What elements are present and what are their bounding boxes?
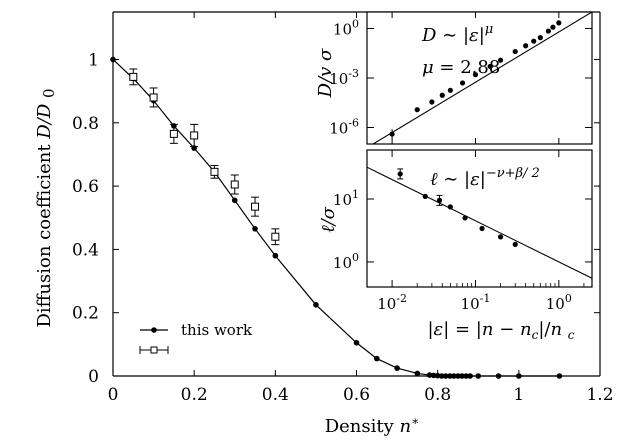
series-bruin-point <box>149 93 158 102</box>
series-bruin-point <box>190 131 199 140</box>
inset-top-annotation-law: D ∼ |ε|μ <box>421 22 493 46</box>
main-y-tick-label: 0.2 <box>72 304 99 324</box>
series-bruin-point <box>169 129 178 138</box>
legend: this work <box>139 321 253 354</box>
inset-top-plot-area <box>372 12 592 144</box>
inset-bottom-x-tick-label: 10-2 <box>377 292 407 313</box>
inset-bottom-frame <box>366 149 593 288</box>
inset-top-point <box>487 63 493 70</box>
main-x-tick-label: 1.2 <box>586 385 613 405</box>
inset-top-y-tick-label: 10-6 <box>329 117 359 138</box>
inset-top-point <box>414 107 420 113</box>
series-bruin-point <box>129 72 138 81</box>
inset-top-point <box>550 24 556 30</box>
main-y-tick-label: 0.4 <box>72 240 99 260</box>
inset-bottom-x-tick-label: 10-1 <box>461 292 491 313</box>
inset-top-point <box>531 38 537 44</box>
inset-bottom-y-axis-label: ℓ/σ <box>318 206 339 233</box>
main-x-tick-label: 0.6 <box>343 385 370 405</box>
series-bruin-point <box>271 232 280 241</box>
inset-top-point <box>523 43 529 49</box>
inset-top-point <box>537 35 543 41</box>
main-y-tick-label: 0.8 <box>72 114 99 134</box>
inset-top-point <box>556 20 562 26</box>
main-y-axis-label: Diffusion coefficient D/D 0 <box>34 88 58 327</box>
main-y-tick-label: 1 <box>88 50 99 70</box>
series-this-work-point <box>272 252 279 259</box>
inset-top-annotation-mu: μ = 2.88 <box>422 57 500 78</box>
inset-bottom-point <box>397 171 403 177</box>
inset-bottom-point <box>462 215 468 221</box>
series-this-work-point <box>414 370 421 377</box>
inset-top-point <box>447 87 453 93</box>
inset-bottom-x-axis-label: |ε| = |n − nc|/n c <box>427 319 574 342</box>
main-y-tick-label: 0 <box>88 367 99 387</box>
inset-top-y-tick-label: 10-3 <box>329 67 359 88</box>
legend-marker-bruin <box>150 346 158 354</box>
inset-top-point <box>497 57 504 63</box>
inset-top-panel: 100 10-3 10-6 <box>329 11 593 145</box>
main-y-tick-label: 0.6 <box>72 177 99 197</box>
series-bruin-point <box>210 167 219 176</box>
inset-bottom-y-tick-label: 101 <box>333 188 359 209</box>
inset-bottom-fit-line <box>367 166 592 279</box>
main-x-tick-label: 0 <box>108 385 119 405</box>
main-x-tick-label: 1 <box>513 385 524 405</box>
inset-bottom-point <box>422 193 428 199</box>
inset-bottom-point <box>436 197 443 203</box>
inset-bottom-point <box>479 225 485 232</box>
inset-top-point <box>512 48 518 55</box>
series-this-work-point <box>313 301 319 308</box>
series-this-work-point <box>231 197 238 204</box>
inset-top-point <box>459 80 466 86</box>
series-this-work-point <box>353 339 360 346</box>
inset-top-fit-line <box>372 12 592 144</box>
inset-bottom-panel: 101 100 10-2 10-1 100 <box>333 149 593 313</box>
legend-label-this-work: this work <box>181 321 253 339</box>
inset-bottom-point <box>447 204 453 210</box>
series-this-work-point <box>430 372 437 379</box>
main-x-tick-label: 0.2 <box>181 385 208 405</box>
main-x-axis-label: Density n∗ <box>325 414 420 437</box>
inset-bottom-y-tick-label: 100 <box>333 251 359 272</box>
series-this-work-point <box>394 365 400 371</box>
series-this-work-point <box>252 226 258 232</box>
inset-top-point <box>429 99 435 105</box>
inset-top-point <box>472 72 479 78</box>
inset-bottom-point <box>497 234 504 240</box>
series-this-work-point <box>373 355 380 362</box>
main-x-tick-label: 0.8 <box>424 385 451 405</box>
inset-bottom-plot-area <box>367 166 592 279</box>
main-panel: 0 0.2 0.4 0.6 0.8 1 1.2 0 0.2 0.4 0.6 0.8 1 <box>72 11 614 405</box>
main-x-tick-label: 0.4 <box>262 385 289 405</box>
inset-bottom-x-tick-label: 100 <box>546 292 572 313</box>
inset-top-y-axis-label: D/v σ <box>315 48 336 98</box>
inset-top-point <box>545 28 552 34</box>
inset-top-point <box>439 92 445 98</box>
inset-bottom-point <box>512 241 518 247</box>
inset-top-y-tick-label: 100 <box>333 18 359 39</box>
legend-marker-this-work <box>151 327 157 333</box>
series-bruin-point <box>230 180 239 189</box>
series-bruin-point <box>251 202 260 211</box>
